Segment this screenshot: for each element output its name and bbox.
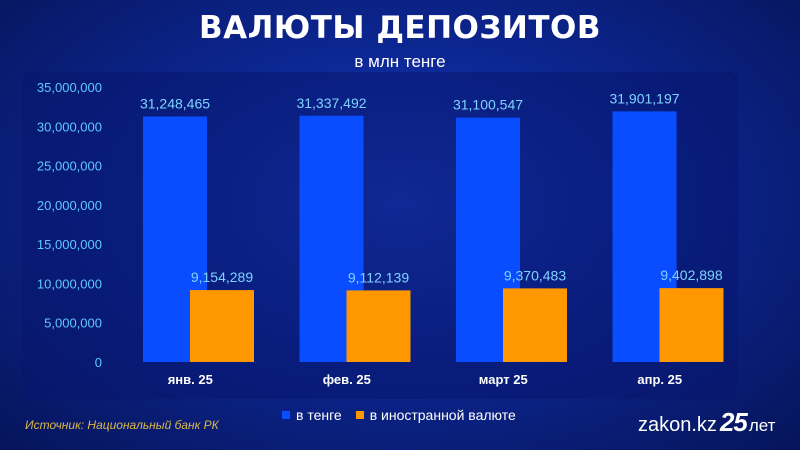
x-tick-label: янв. 25 <box>168 372 213 387</box>
legend-item-foreign: в иностранной валюте <box>355 407 516 423</box>
logo-suffix: лет <box>748 416 776 435</box>
x-tick-label: фев. 25 <box>323 372 371 387</box>
bar-foreign <box>346 290 411 362</box>
x-tick-label: март 25 <box>479 372 528 387</box>
logo-number: 25 <box>719 407 748 437</box>
bar-chart: 0 5,000,000 10,000,000 15,000,000 20,000,000… <box>36 80 724 387</box>
value-label-tenge: 31,901,197 <box>609 90 679 106</box>
y-tick-label: 25,000,000 <box>37 159 102 174</box>
zakon-logo: zakon.kz 25 лет <box>638 407 775 438</box>
value-label-tenge: 31,248,465 <box>140 95 210 111</box>
legend-item-tenge: в тенге <box>282 407 342 423</box>
legend-swatch-tenge <box>282 411 290 419</box>
chart-title: ВАЛЮТЫ ДЕПОЗИТОВ <box>199 10 601 46</box>
legend-label-tenge: в тенге <box>296 407 342 423</box>
y-tick-label: 30,000,000 <box>37 119 102 134</box>
legend-label-foreign: в иностранной валюте <box>369 407 516 423</box>
value-label-foreign: 9,370,483 <box>504 267 566 283</box>
bar-foreign <box>659 288 724 362</box>
value-label-foreign: 9,402,898 <box>660 267 722 283</box>
y-tick-label: 5,000,000 <box>44 316 102 331</box>
legend-swatch-foreign <box>355 411 364 419</box>
chart-subtitle: в млн тенге <box>354 52 446 71</box>
x-tick-label: апр. 25 <box>637 372 682 387</box>
legend: в тенге в иностранной валюте <box>282 407 530 423</box>
y-tick-label: 15,000,000 <box>37 237 102 252</box>
logo-name: zakon.kz <box>638 414 717 436</box>
y-tick-label: 10,000,000 <box>37 276 102 291</box>
source-note: Источник: Национальный банк РК <box>25 418 219 432</box>
value-label-foreign: 9,112,139 <box>348 269 409 285</box>
bar-foreign <box>503 288 567 362</box>
value-label-tenge: 31,337,492 <box>296 95 366 111</box>
bar-foreign <box>190 290 254 362</box>
y-tick-label: 0 <box>95 355 102 370</box>
value-label-tenge: 31,100,547 <box>453 97 523 113</box>
y-tick-label: 35,000,000 <box>37 80 102 95</box>
y-tick-label: 20,000,000 <box>37 198 102 213</box>
value-label-foreign: 9,154,289 <box>191 269 253 285</box>
